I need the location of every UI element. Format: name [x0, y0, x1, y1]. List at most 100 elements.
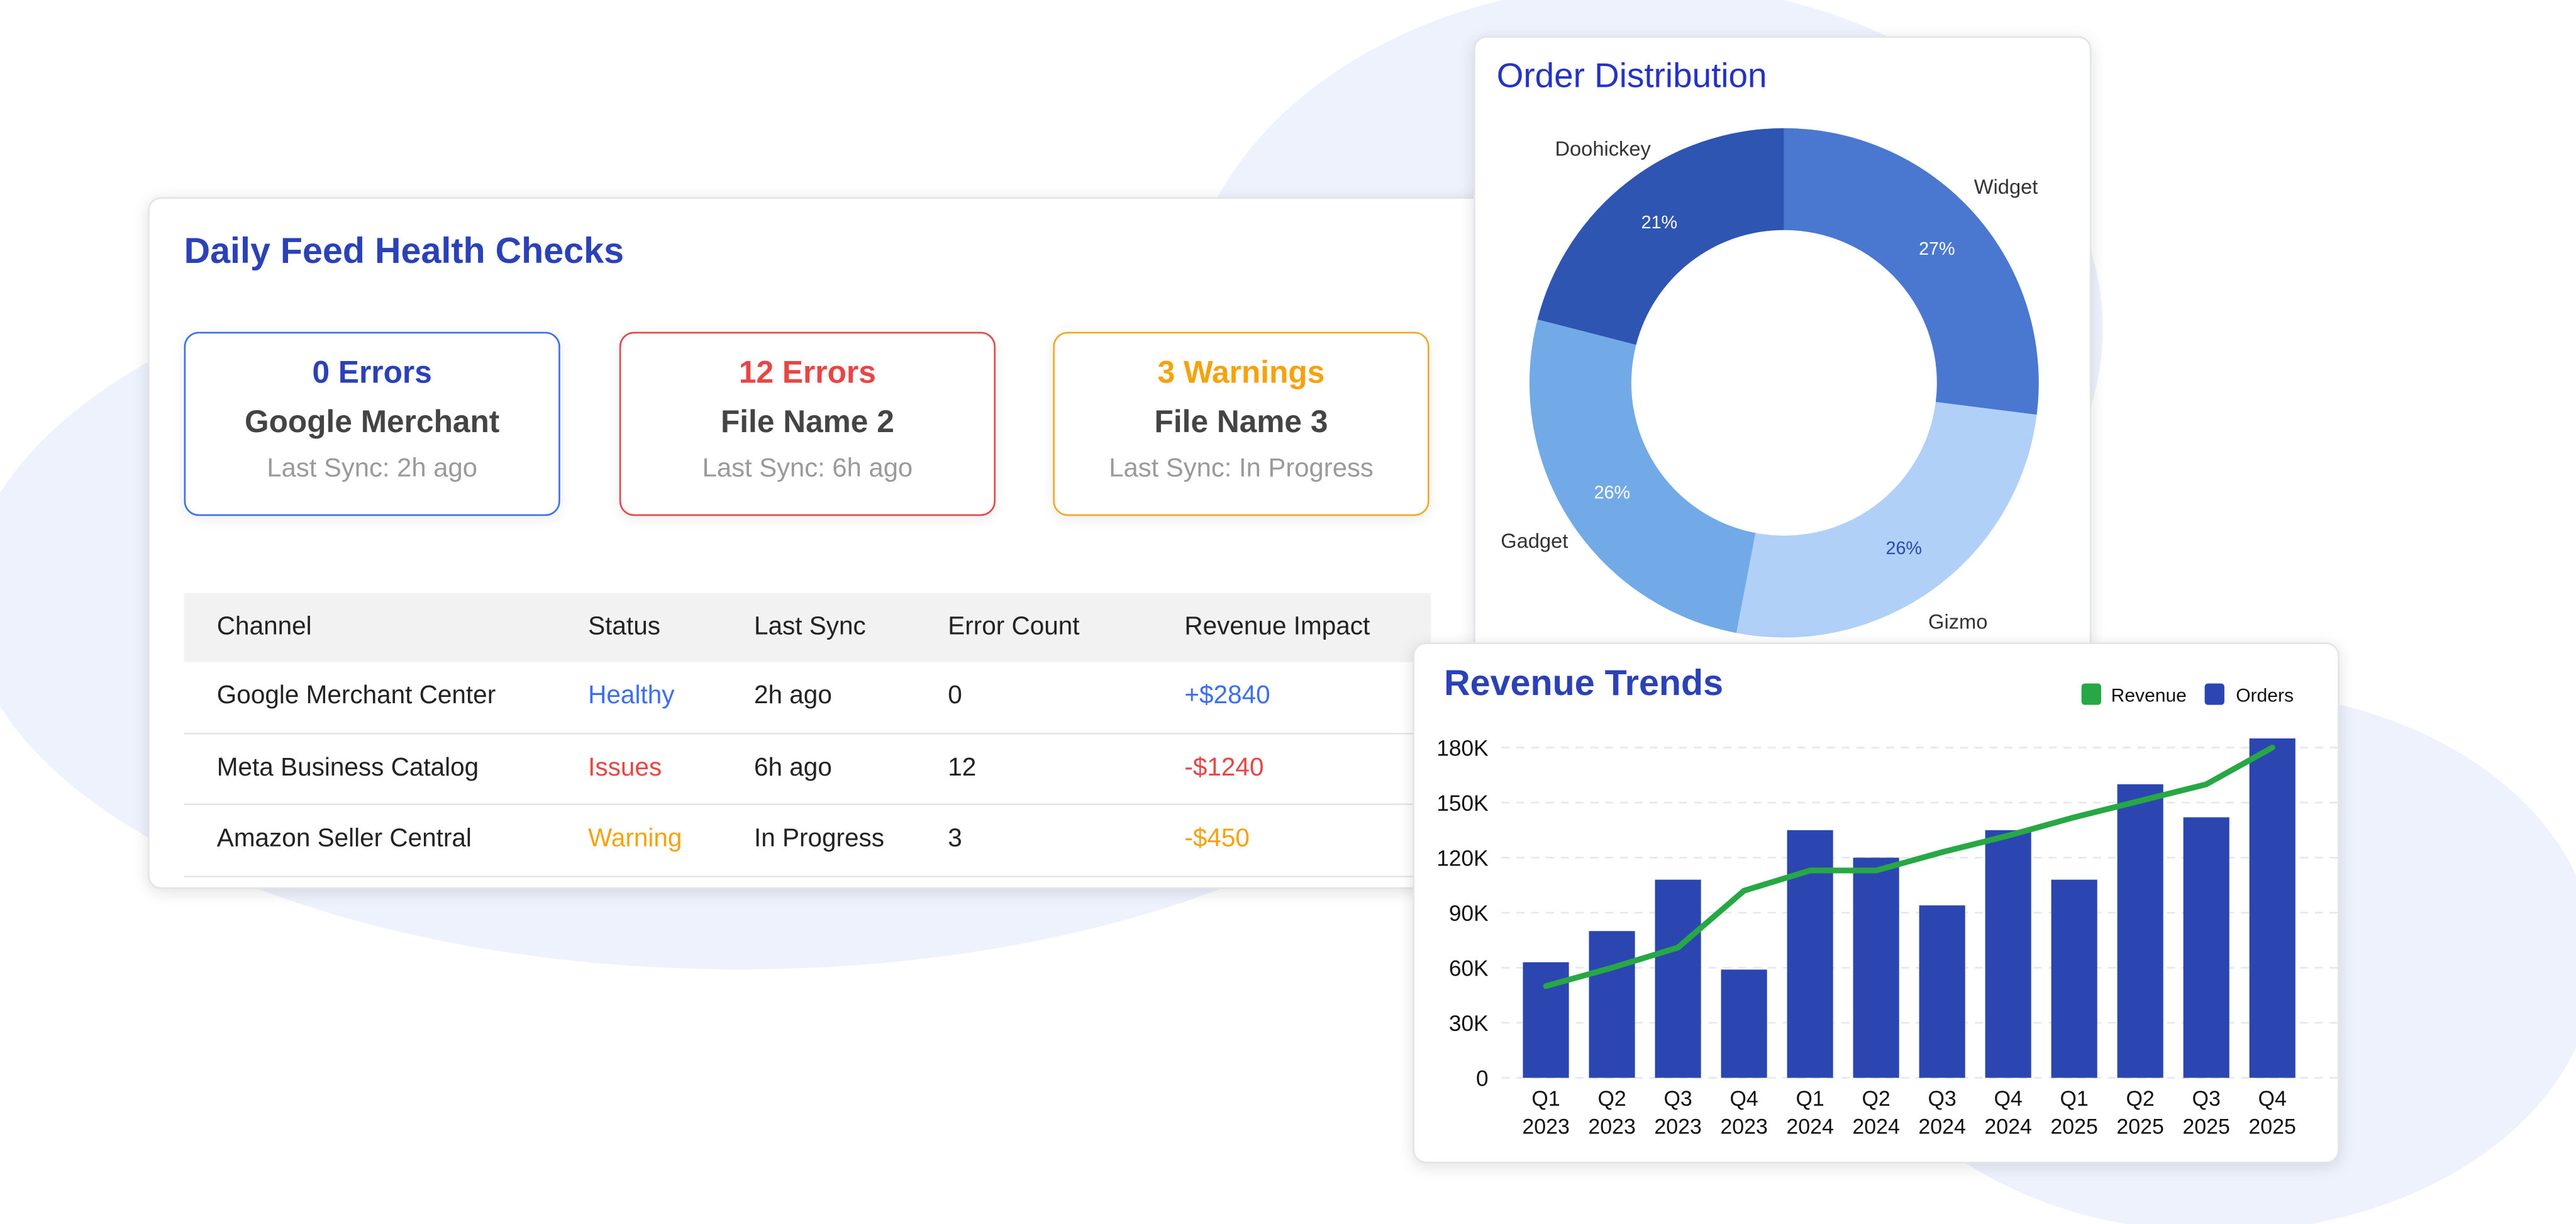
feed-name: Google Merchant [244, 406, 500, 441]
feed-name: File Name 2 [720, 406, 894, 441]
slice-category-label: Widget [1974, 175, 2038, 198]
x-tick-label: 2023 [1720, 1115, 1768, 1138]
y-tick-label: 60K [1449, 957, 1489, 981]
legend-revenue-swatch [2081, 683, 2102, 705]
revenue-trends-card: Revenue Trends 0 30K 60K 90K 120K 150K 180K Q1 2… [1413, 642, 2340, 1164]
x-tick-label: 2024 [1918, 1115, 1966, 1138]
column-header: Error Count [948, 613, 1080, 641]
column-header: Channel [216, 613, 312, 641]
column-header: Revenue Impact [1184, 613, 1370, 641]
revenue-impact-cell: +$2840 [1184, 682, 1270, 710]
legend-revenue-label: Revenue [2111, 685, 2187, 706]
x-tick-label: 2023 [1588, 1115, 1635, 1138]
column-header: Last Sync [753, 613, 866, 641]
revenue-bar-chart: 0 30K 60K 90K 120K 150K 180K Q1 2023 Q2 2023 Q3 2023… [1436, 683, 2338, 1138]
x-tick-label: 2025 [2248, 1115, 2296, 1138]
order-distribution-card: Order Distribution 27% Widget 26% Gizmo 26% G… [1474, 36, 2092, 661]
orders-bar [1655, 879, 1701, 1078]
orders-bar [1985, 830, 2031, 1078]
channel-cell: Meta Business Catalog [216, 753, 479, 782]
orders-bar [2051, 879, 2097, 1078]
status-cell: Issues [588, 753, 662, 782]
x-tick-label: Q3 [2192, 1087, 2221, 1111]
orders-bar [1589, 931, 1635, 1078]
x-tick-label: Q1 [1531, 1087, 1560, 1111]
error-count-cell: 0 [948, 682, 962, 710]
orders-bar [1853, 857, 1899, 1078]
last-sync: Last Sync: 2h ago [267, 455, 477, 483]
x-tick-label: 2023 [1654, 1115, 1702, 1138]
x-tick-label: Q1 [2060, 1087, 2089, 1111]
slice-percent-label: 26% [1885, 538, 1921, 559]
x-tick-label: 2024 [1984, 1115, 2032, 1138]
y-tick-label: 30K [1449, 1011, 1489, 1036]
feed-summary-box: 12 Errors File Name 2 Last Sync: 6h ago [619, 331, 996, 516]
y-tick-label: 90K [1449, 901, 1489, 926]
slice-category-label: Gizmo [1928, 609, 1987, 633]
orders-bar [1919, 905, 1965, 1078]
slice-percent-label: 21% [1641, 213, 1677, 233]
error-count-cell: 12 [948, 753, 977, 782]
x-tick-label: Q3 [1663, 1087, 1692, 1111]
table-row: Amazon Seller Central Warning In Progress 3… [184, 805, 1431, 877]
x-tick-label: 2025 [2182, 1115, 2230, 1138]
error-count: 12 Errors [738, 356, 876, 391]
orders-bar [2117, 784, 2163, 1078]
pie-slice-gadget [1529, 319, 1756, 633]
feed-name: File Name 3 [1154, 406, 1328, 441]
pie-slice-widget [1784, 128, 2039, 415]
orders-bar [2249, 738, 2296, 1078]
revenue-impact-cell: -$450 [1184, 825, 1250, 853]
revenue-impact-cell: -$1240 [1184, 753, 1264, 782]
x-tick-label: 2023 [1522, 1115, 1570, 1138]
x-tick-label: Q3 [1928, 1087, 1957, 1111]
y-tick-label: 150K [1436, 791, 1489, 816]
error-count-cell: 3 [948, 825, 962, 853]
legend-orders-swatch [2204, 683, 2224, 705]
status-cell: Warning [588, 825, 682, 853]
slice-percent-label: 26% [1594, 483, 1630, 503]
x-tick-label: 2025 [2050, 1115, 2098, 1138]
last-sync-cell: In Progress [753, 825, 885, 853]
error-count: 0 Errors [312, 356, 432, 391]
last-sync-cell: 6h ago [753, 753, 832, 782]
donut-chart: 27% Widget 26% Gizmo 26% Gadget 21% Doohickey [1501, 128, 2039, 638]
order-distribution-title: Order Distribution [1496, 57, 1767, 96]
revenue-trends-title: Revenue Trends [1444, 662, 1724, 704]
x-tick-label: Q4 [1729, 1087, 1758, 1111]
y-tick-label: 180K [1436, 737, 1489, 761]
channel-cell: Amazon Seller Central [216, 825, 472, 853]
table-row: Meta Business Catalog Issues 6h ago 12 -$124… [184, 733, 1431, 805]
last-sync: Last Sync: In Progress [1109, 455, 1374, 483]
y-tick-label: 0 [1476, 1067, 1489, 1091]
feed-health-card: Daily Feed Health Checks 0 Errors Google … [148, 197, 1512, 889]
orders-bar [1721, 969, 1767, 1078]
column-header: Status [588, 613, 660, 641]
channel-cell: Google Merchant Center [216, 682, 496, 710]
slice-category-label: Doohickey [1555, 137, 1651, 160]
slice-percent-label: 27% [1919, 239, 1955, 259]
table-header: Channel Status Last Sync Error Count Revenue… [184, 593, 1431, 662]
legend-orders-label: Orders [2236, 685, 2294, 706]
slice-category-label: Gadget [1501, 529, 1568, 552]
feed-health-title: Daily Feed Health Checks [184, 230, 625, 272]
last-sync: Last Sync: 6h ago [702, 455, 913, 483]
orders-bar [2183, 817, 2229, 1078]
feed-summary-box: 3 Warnings File Name 3 Last Sync: In Progr… [1053, 331, 1430, 516]
x-tick-label: Q2 [1862, 1087, 1890, 1111]
revenue-line [1543, 744, 2275, 989]
status-cell: Healthy [588, 682, 675, 710]
table-row: Google Merchant Center Healthy 2h ago 0 +$28… [184, 662, 1431, 734]
x-tick-label: 2024 [1852, 1115, 1900, 1138]
x-tick-label: Q4 [2258, 1087, 2287, 1111]
channel-table: Channel Status Last Sync Error Count Revenue… [184, 593, 1431, 877]
last-sync-cell: 2h ago [753, 682, 832, 710]
pie-slice-gizmo [1736, 402, 2037, 638]
x-tick-label: 2025 [2116, 1115, 2164, 1138]
x-tick-label: Q2 [1597, 1087, 1626, 1111]
feed-summary-box: 0 Errors Google Merchant Last Sync: 2h ago [184, 331, 560, 516]
orders-bar [1787, 830, 1833, 1078]
x-tick-label: 2024 [1786, 1115, 1834, 1138]
pie-slice-doohickey [1537, 128, 1784, 345]
